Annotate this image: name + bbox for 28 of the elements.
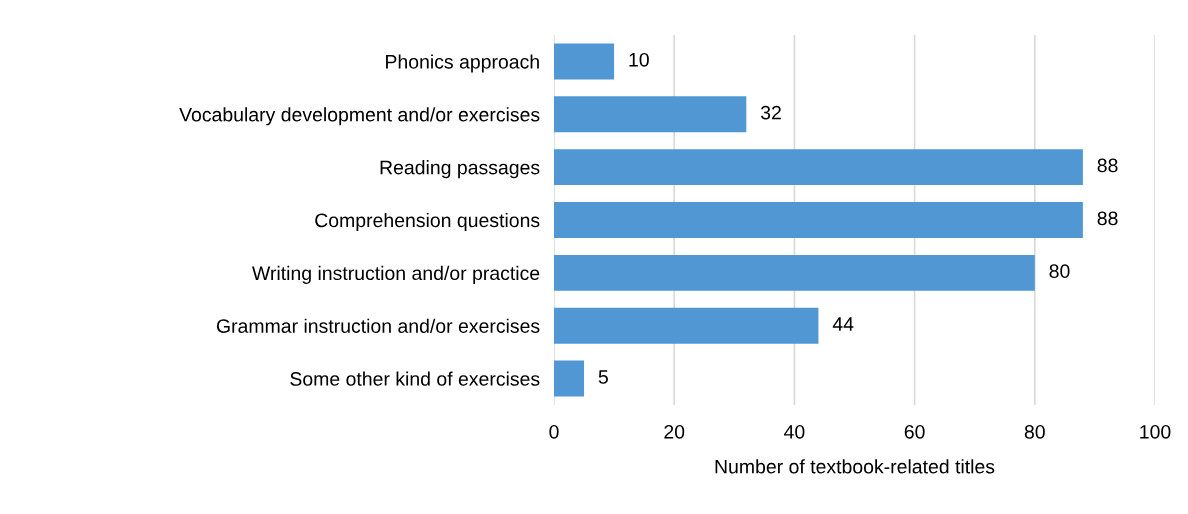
- data-label: 5: [598, 370, 608, 384]
- bar: [554, 254, 1035, 291]
- x-axis-title: Number of textbook-related titles: [715, 459, 995, 474]
- data-label: 32: [760, 105, 781, 120]
- bar: [554, 307, 819, 344]
- bar: [554, 149, 1083, 186]
- data-label: 10: [629, 52, 649, 67]
- bar: [554, 43, 615, 80]
- x-tick-label: 100: [1140, 424, 1171, 439]
- bar: [554, 202, 1083, 238]
- data-label: 88: [1097, 158, 1118, 173]
- x-tick-label: 80: [1024, 424, 1045, 439]
- data-label: 80: [1049, 264, 1070, 279]
- y-tick-label: Some other kind of exercises: [290, 371, 540, 386]
- data-label: 88: [1097, 211, 1118, 226]
- bar: [554, 96, 747, 133]
- y-tick-label: Vocabulary development and/or exercises: [179, 107, 540, 126]
- bar: [554, 360, 585, 397]
- y-tick-label: Phonics approach: [386, 54, 539, 73]
- y-tick-label: Grammar instruction and/or exercises: [216, 318, 540, 333]
- x-tick-label: 20: [664, 424, 685, 439]
- y-tick-label: Reading passages: [380, 160, 540, 179]
- y-tick-label: Comprehension questions: [315, 212, 540, 232]
- x-tick-label: 0: [549, 424, 559, 439]
- x-tick-label: 40: [784, 424, 805, 439]
- y-tick-label: Writing instruction and/or practice: [252, 265, 540, 284]
- x-tick-label: 60: [904, 424, 925, 439]
- data-label: 44: [832, 317, 854, 331]
